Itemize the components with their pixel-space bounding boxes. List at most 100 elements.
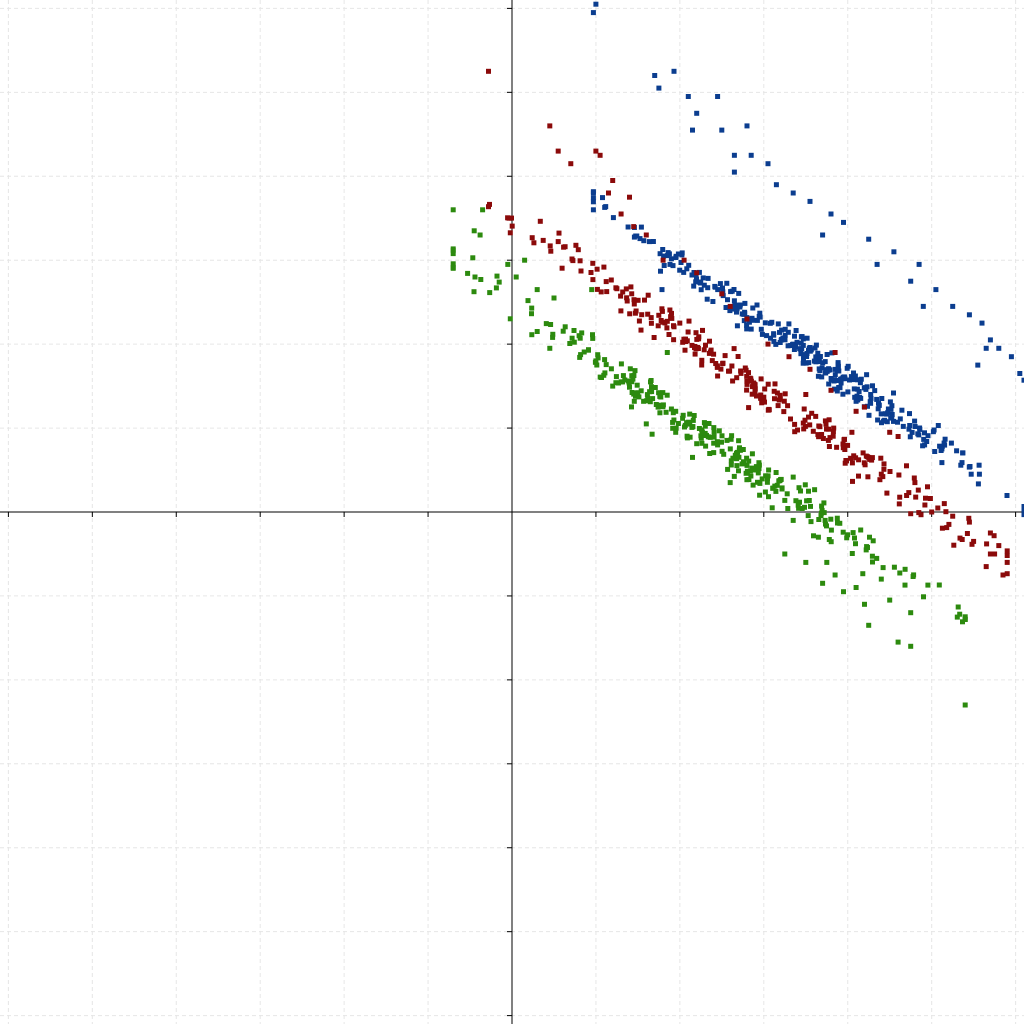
data-point (719, 291, 725, 297)
data-point (835, 360, 841, 366)
data-point (764, 333, 770, 339)
data-point (834, 378, 840, 383)
data-point (915, 487, 921, 493)
data-point (820, 580, 826, 586)
data-point (664, 318, 670, 324)
data-point (866, 236, 872, 242)
data-point (450, 264, 456, 270)
data-point (635, 297, 641, 303)
data-point (677, 267, 683, 273)
series-3 (450, 207, 968, 708)
data-point (711, 351, 717, 357)
data-point (670, 410, 676, 416)
data-point (765, 381, 771, 387)
data-point (705, 285, 711, 291)
data-point (673, 425, 679, 431)
data-point (749, 391, 755, 397)
data-point (560, 328, 566, 334)
data-point (659, 287, 665, 293)
data-point (782, 337, 788, 343)
data-point (889, 414, 895, 420)
data-point (807, 366, 813, 372)
data-point (848, 374, 854, 380)
data-point (801, 356, 806, 362)
data-point (728, 436, 734, 442)
data-point (726, 368, 731, 374)
data-point (567, 341, 573, 346)
data-point (548, 248, 554, 254)
data-point (627, 311, 633, 317)
data-point (875, 417, 881, 423)
data-point (540, 237, 546, 243)
data-point (822, 418, 828, 424)
data-point (522, 257, 528, 263)
data-point (673, 255, 679, 260)
data-point (806, 498, 812, 503)
data-point (785, 329, 791, 335)
data-point (865, 474, 871, 480)
data-point (709, 358, 715, 364)
data-point (450, 207, 456, 213)
data-point (820, 232, 826, 238)
data-point (860, 450, 866, 456)
data-point (793, 344, 798, 350)
data-point (592, 359, 598, 365)
data-point (643, 398, 649, 404)
data-point (701, 282, 707, 288)
data-point (550, 331, 556, 337)
data-point (620, 373, 626, 379)
data-point (699, 440, 705, 446)
data-point (822, 517, 828, 523)
data-point (769, 505, 775, 511)
data-point (636, 394, 642, 400)
data-point (595, 352, 601, 358)
data-point (559, 265, 565, 271)
data-point (710, 299, 716, 304)
data-point (976, 471, 982, 477)
data-point (840, 445, 846, 451)
data-point (775, 403, 781, 409)
data-point (937, 443, 943, 449)
data-point (731, 346, 737, 352)
data-point (816, 517, 822, 522)
data-point (639, 312, 645, 318)
data-point (864, 454, 870, 460)
data-point (728, 462, 734, 468)
data-point (924, 439, 930, 444)
data-point (603, 362, 609, 368)
data-point (858, 376, 864, 382)
data-point (845, 532, 851, 538)
data-point (912, 424, 918, 429)
data-point (851, 370, 856, 376)
data-point (658, 268, 663, 274)
data-point (766, 494, 771, 500)
data-point (734, 323, 740, 329)
data-point (897, 494, 903, 500)
data-point (900, 423, 906, 429)
data-point (920, 303, 926, 309)
data-point (623, 286, 629, 292)
data-point (694, 336, 700, 342)
data-point (790, 190, 796, 196)
data-point (865, 403, 870, 409)
data-point (773, 488, 779, 494)
data-point (613, 374, 619, 380)
data-point (773, 341, 779, 347)
data-point (815, 373, 821, 379)
data-point (809, 410, 815, 416)
data-point (729, 363, 735, 369)
data-point (690, 424, 696, 430)
data-point (756, 466, 762, 472)
data-point (796, 505, 802, 511)
data-point (682, 347, 688, 353)
data-point (786, 321, 792, 327)
data-point (680, 415, 686, 421)
data-point (478, 277, 484, 282)
data-point (782, 391, 788, 397)
data-point (631, 398, 637, 404)
data-point (746, 477, 752, 482)
data-point (1021, 504, 1024, 509)
data-point (774, 390, 780, 396)
data-point (858, 527, 864, 533)
data-point (826, 381, 832, 387)
